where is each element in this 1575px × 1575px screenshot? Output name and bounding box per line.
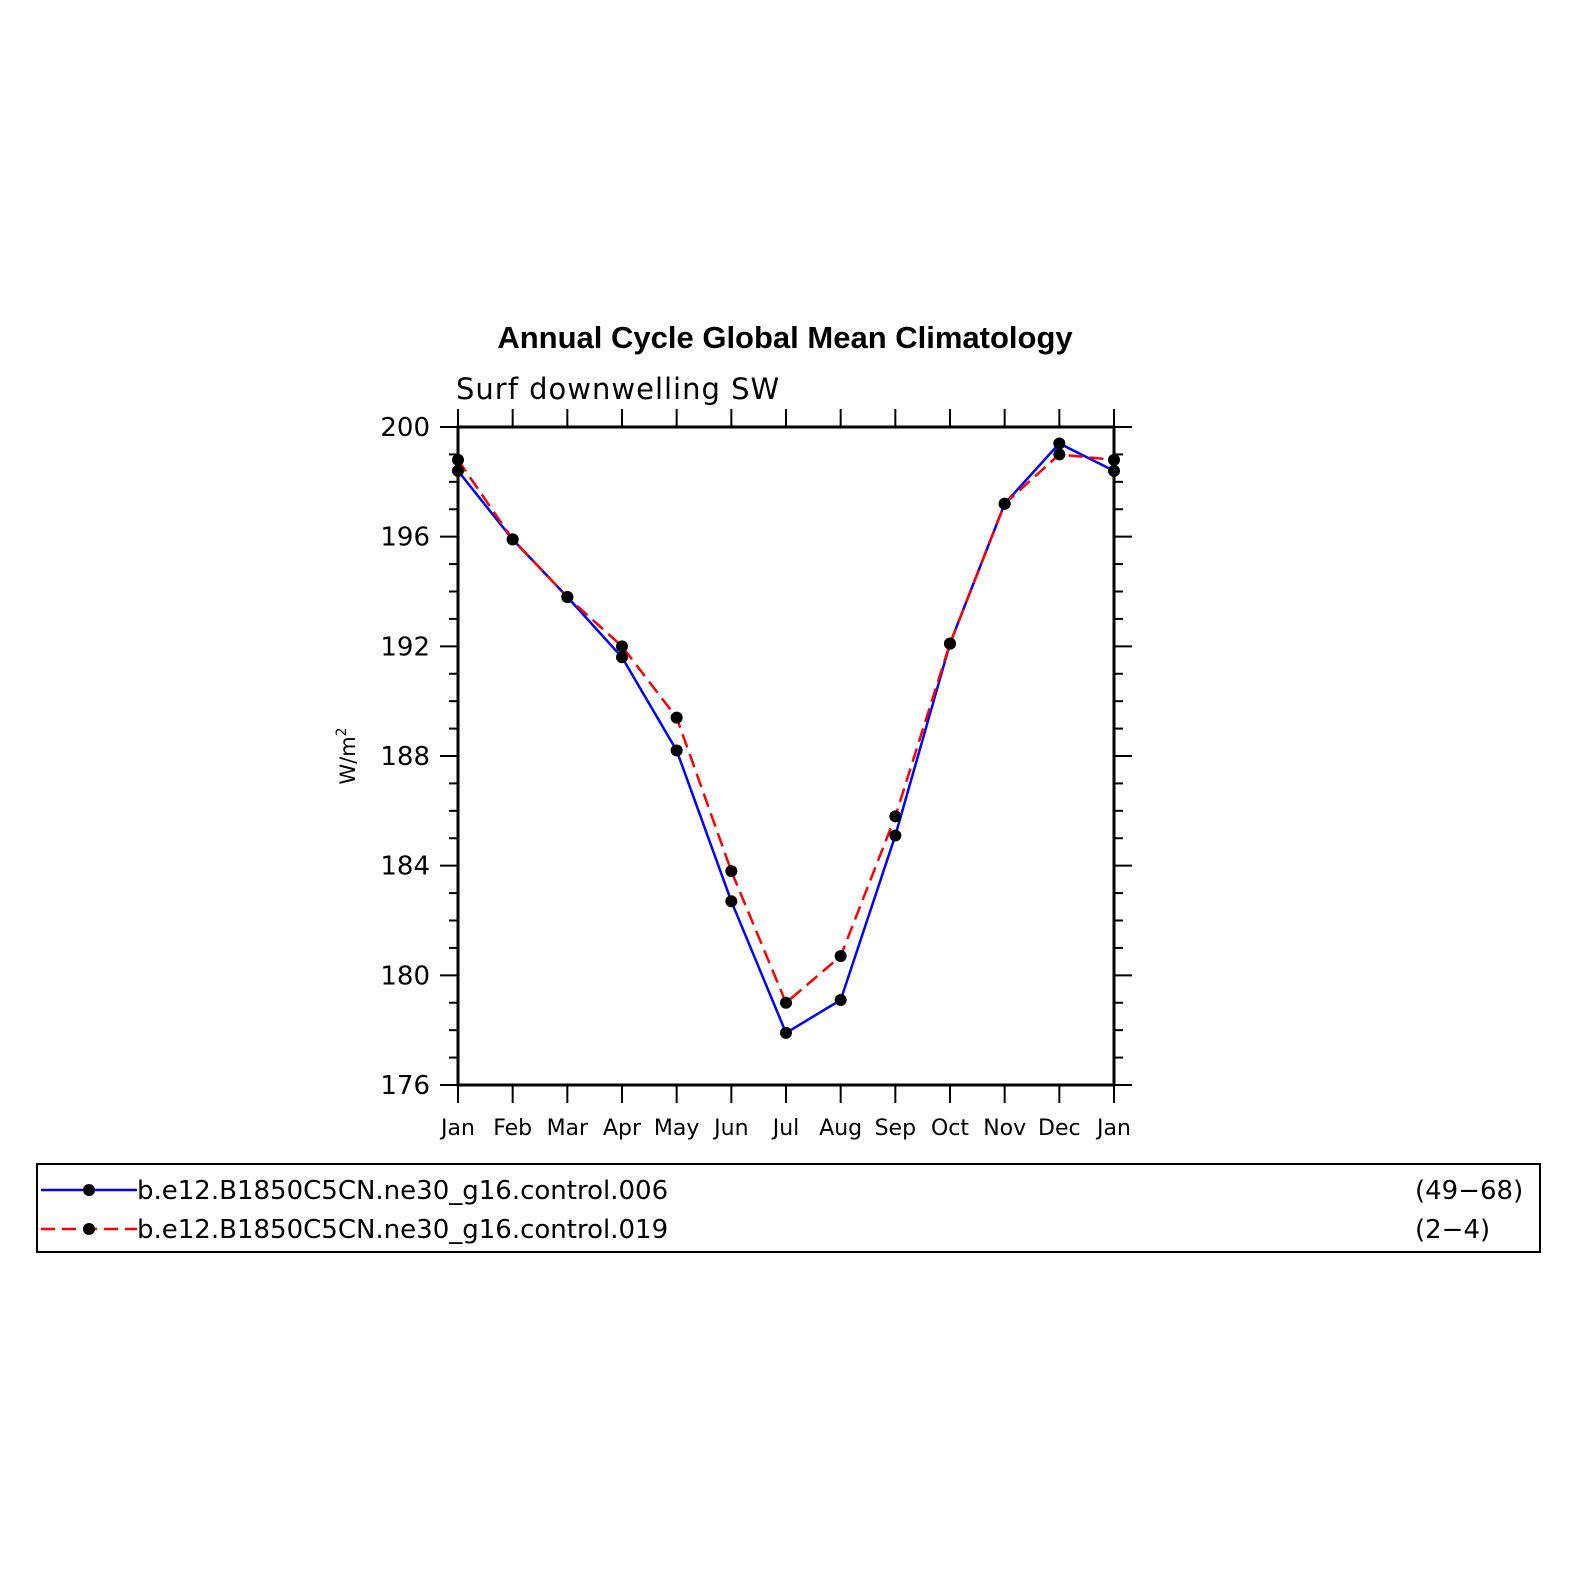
legend-box bbox=[36, 1163, 1541, 1253]
series-1-point bbox=[616, 651, 628, 664]
x-axis: Jan Feb Mar Apr May Jun Jul Aug Sep Oct Nov Dec Jan bbox=[439, 409, 1131, 1141]
y-tick-label: 192 bbox=[380, 632, 430, 662]
series-2-point bbox=[670, 711, 683, 724]
legend-series-years: (49−68) bbox=[1415, 1176, 1523, 1206]
series-2-point bbox=[561, 590, 574, 603]
y-axis-label: W/m2 bbox=[334, 727, 360, 784]
legend-swatch-marker bbox=[83, 1184, 95, 1196]
legend: b.e12.B1850C5CN.ne30_g16.control.006 (49−… bbox=[36, 1163, 1541, 1253]
series-1-point bbox=[670, 744, 683, 757]
legend-series-name: b.e12.B1850C5CN.ne30_g16.control.006 bbox=[137, 1176, 668, 1206]
series-1-point bbox=[780, 1026, 792, 1039]
x-tick-label: Oct bbox=[931, 1116, 969, 1141]
series-1-point bbox=[1053, 437, 1066, 450]
x-tick-label: Sep bbox=[875, 1116, 916, 1141]
x-tick-label: Mar bbox=[547, 1116, 589, 1141]
y-axis-label-superscript: 2 bbox=[334, 727, 350, 736]
y-tick-label: 184 bbox=[380, 852, 430, 882]
series-2-point bbox=[944, 637, 956, 650]
x-tick-label: Apr bbox=[603, 1116, 642, 1141]
series-2-point bbox=[834, 950, 847, 963]
series-line-1 bbox=[457, 441, 1115, 1035]
series-1-point bbox=[1108, 464, 1120, 477]
y-tick-label: 188 bbox=[380, 742, 430, 772]
chart-title: Annual Cycle Global Mean Climatology bbox=[497, 320, 1073, 355]
series-2-point bbox=[998, 497, 1011, 510]
series-1-point bbox=[725, 895, 738, 908]
legend-series-years: (2−4) bbox=[1415, 1215, 1490, 1245]
x-tick-label: Jun bbox=[712, 1116, 748, 1141]
y-tick-label: 176 bbox=[380, 1071, 430, 1101]
series-line-2 bbox=[456, 453, 1115, 1005]
series-1-point bbox=[834, 994, 847, 1007]
x-tick-label: Jan bbox=[1095, 1116, 1131, 1141]
plot-frame bbox=[456, 425, 1116, 1087]
x-tick-label: Aug bbox=[819, 1116, 862, 1141]
series-2-point bbox=[889, 810, 902, 823]
x-tick-label: Dec bbox=[1038, 1116, 1081, 1141]
chart-subtitle: Surf downwelling SW bbox=[456, 372, 780, 406]
series-2-point bbox=[452, 453, 464, 466]
x-tick-label: Nov bbox=[983, 1116, 1026, 1141]
legend-swatch-marker bbox=[83, 1223, 95, 1235]
series-2-point bbox=[506, 533, 519, 546]
series-2-point bbox=[1053, 448, 1066, 461]
legend-series-name: b.e12.B1850C5CN.ne30_g16.control.019 bbox=[137, 1215, 668, 1245]
x-tick-label: Feb bbox=[493, 1116, 532, 1141]
x-tick-label: Jan bbox=[439, 1116, 475, 1141]
y-tick-label: 180 bbox=[380, 961, 430, 991]
series-2-point bbox=[1108, 453, 1120, 466]
series-2-point bbox=[780, 996, 792, 1009]
y-axis: 176 180 184 188 192 196 200 bbox=[380, 413, 1132, 1101]
x-tick-label: Jul bbox=[771, 1116, 800, 1141]
y-axis-label-unit: W/m bbox=[336, 736, 360, 784]
series-1-point bbox=[889, 829, 902, 842]
plot-border bbox=[456, 425, 1116, 1087]
series-2-point bbox=[725, 865, 738, 878]
series-1-point bbox=[452, 464, 464, 477]
x-tick-label: May bbox=[654, 1116, 699, 1141]
series-2-point bbox=[616, 640, 628, 653]
y-tick-label: 196 bbox=[380, 523, 430, 553]
series-lines bbox=[452, 437, 1120, 1039]
y-tick-label: 200 bbox=[380, 413, 430, 443]
